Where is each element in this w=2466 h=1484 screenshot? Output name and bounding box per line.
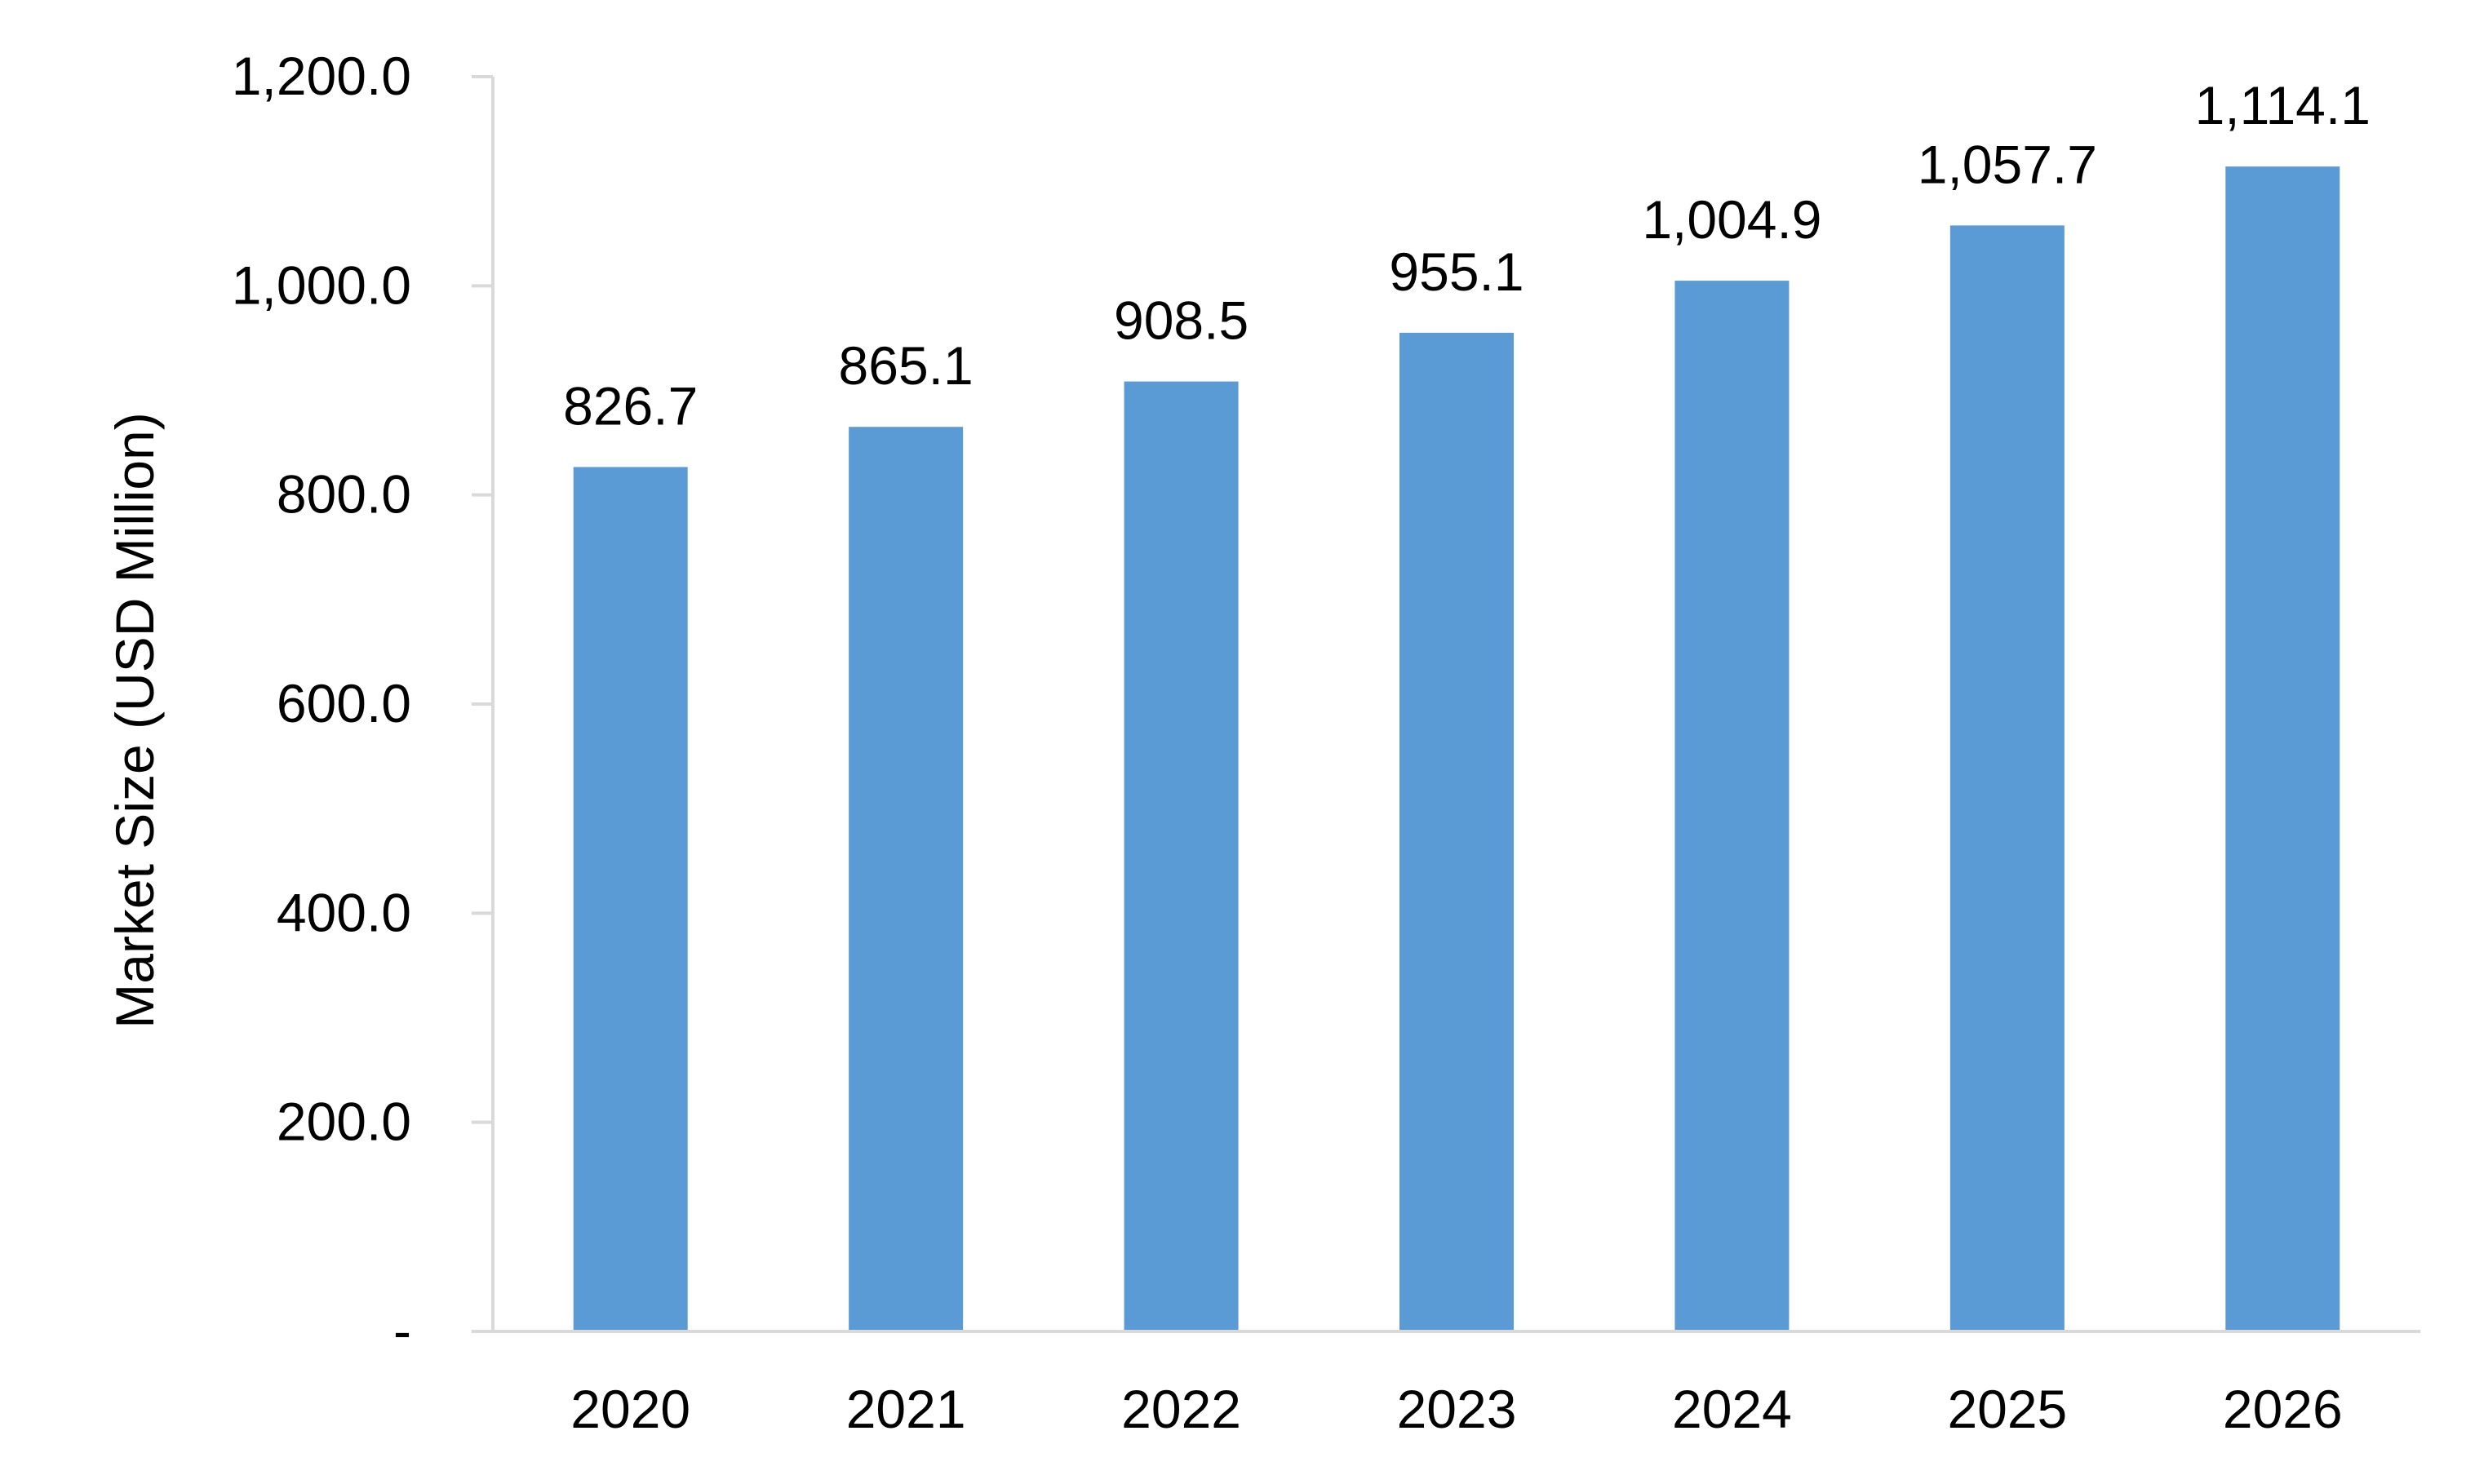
bar-2025 xyxy=(1949,225,2065,1332)
y-axis-tick-label: 1,200.0 xyxy=(232,46,411,106)
bar-2020 xyxy=(573,467,688,1331)
bar-2022 xyxy=(1124,381,1239,1331)
x-axis-tick-label: 2026 xyxy=(2223,1379,2343,1439)
data-label-2020: 826.7 xyxy=(563,375,698,436)
y-axis-tick-label: 800.0 xyxy=(277,464,411,525)
x-axis-tick-label: 2022 xyxy=(1121,1379,1241,1439)
data-label-2023: 955.1 xyxy=(1389,241,1524,302)
x-axis-tick-label: 2024 xyxy=(1672,1379,1792,1439)
x-axis-tick-labels: 2020 2021 2022 2023 2024 2025 2026 xyxy=(570,1379,2342,1439)
bar-2021 xyxy=(849,427,964,1331)
y-axis-tick-label: 400.0 xyxy=(277,882,411,942)
data-label-2022: 908.5 xyxy=(1114,290,1249,351)
data-label-2024: 1,004.9 xyxy=(1642,189,1821,250)
data-label-2025: 1,057.7 xyxy=(1918,134,2097,194)
bar-2023 xyxy=(1399,332,1514,1332)
y-axis-tick-label: 200.0 xyxy=(277,1092,411,1152)
data-labels: 826.7 865.1 908.5 955.1 1,004.9 1,057.7 1,114.… xyxy=(563,75,2371,436)
y-axis-tick-label: - xyxy=(393,1300,411,1361)
y-axis-ticks: - 200.0 400.0 600.0 800.0 1,000.0 1,200.0 xyxy=(232,46,493,1361)
data-label-2026: 1,114.1 xyxy=(2195,75,2371,135)
x-axis-tick-label: 2025 xyxy=(1947,1379,2067,1439)
data-label-2021: 865.1 xyxy=(839,335,974,396)
x-axis-tick-label: 2023 xyxy=(1397,1379,1517,1439)
x-axis-tick-label: 2021 xyxy=(846,1379,966,1439)
x-axis-tick-label: 2020 xyxy=(570,1379,690,1439)
bar-2024 xyxy=(1674,281,1790,1331)
y-axis-tick-label: 1,000.0 xyxy=(232,255,411,315)
bar-2026 xyxy=(2225,166,2340,1331)
bars xyxy=(573,166,2340,1332)
y-axis-tick-label: 600.0 xyxy=(277,673,411,733)
y-axis-title: Market Size (USD Million) xyxy=(104,412,165,1028)
